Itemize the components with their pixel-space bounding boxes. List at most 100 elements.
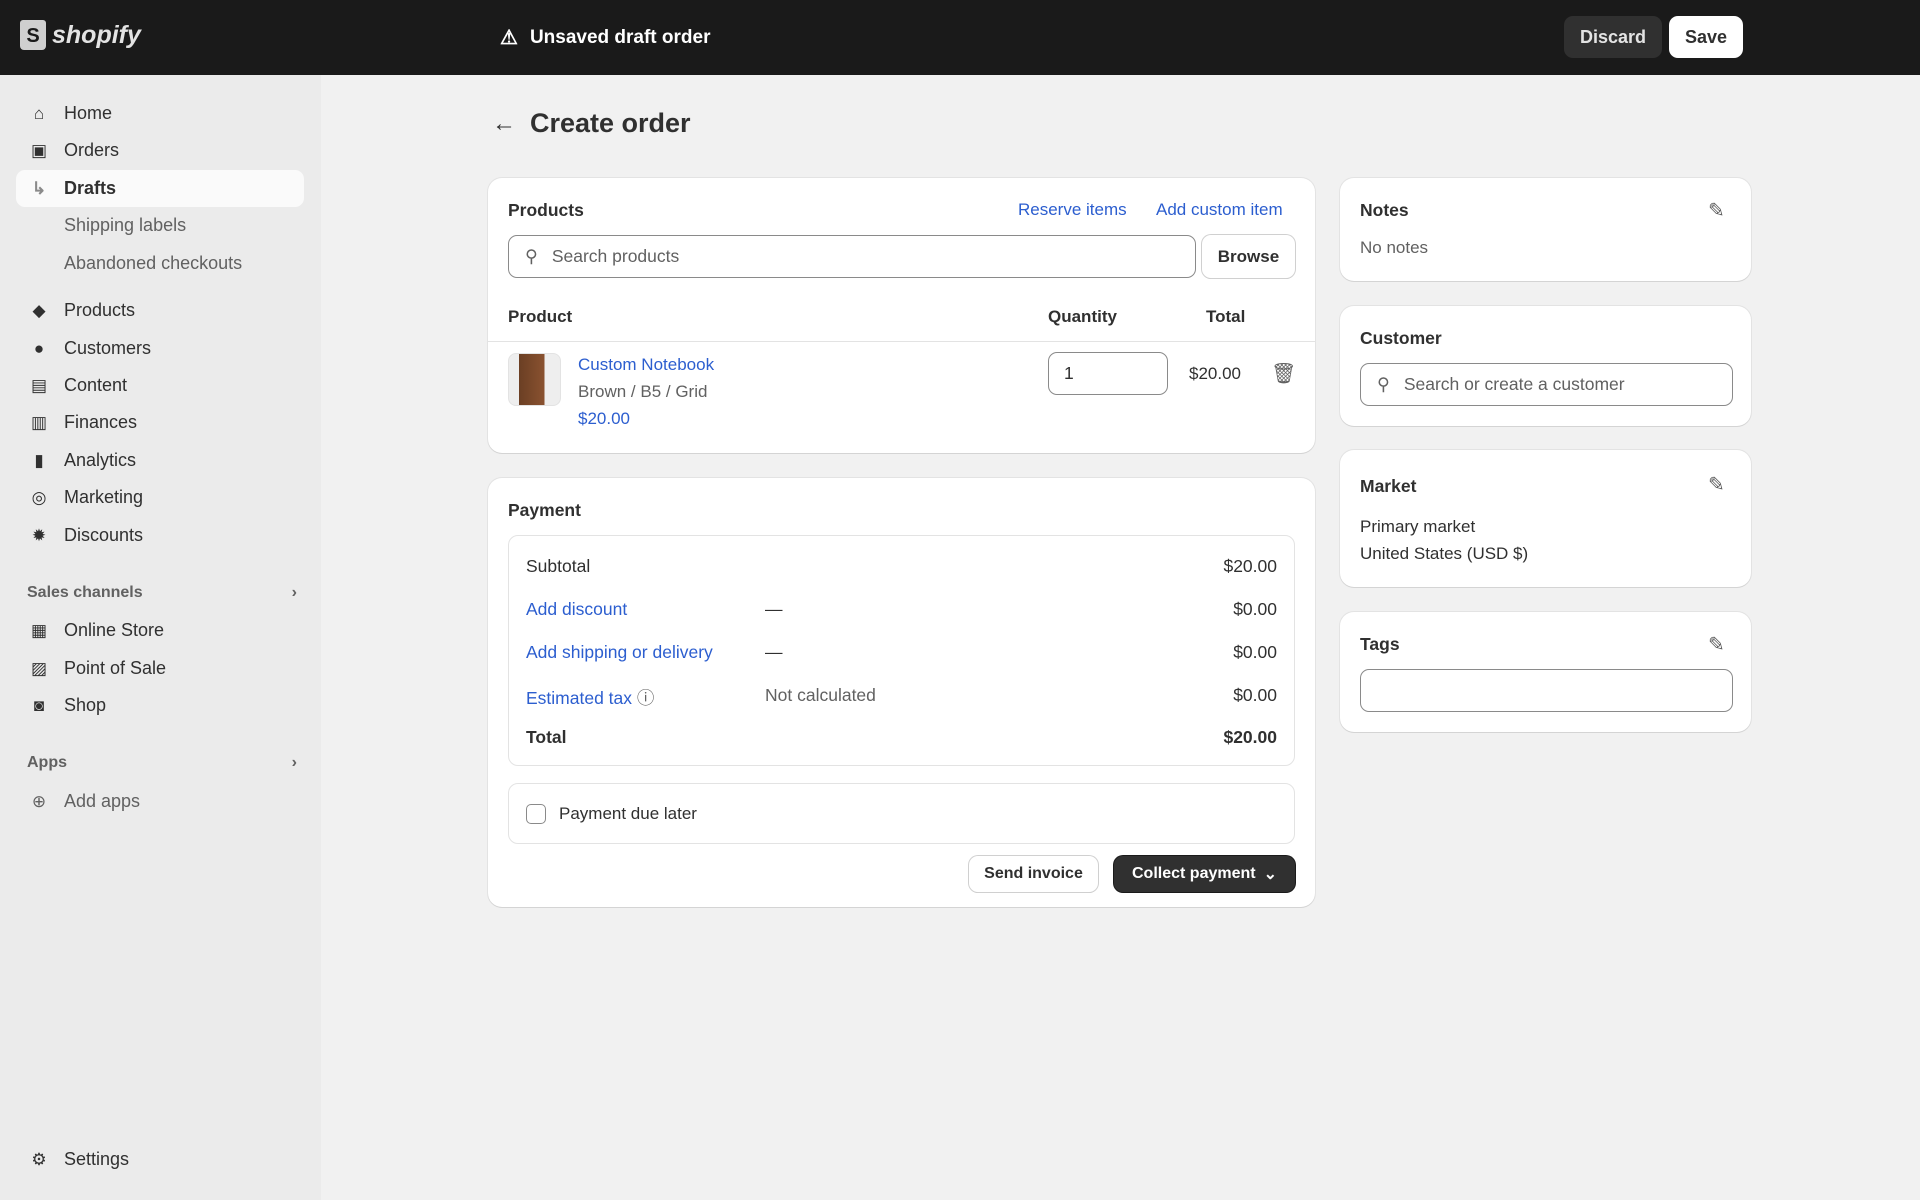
- market-card: Market ✎ Primary market United States (U…: [1340, 450, 1751, 587]
- label: Abandoned checkouts: [64, 253, 243, 273]
- sidebar-item-home[interactable]: ⌂ Home: [16, 95, 304, 132]
- payment-card: Payment Subtotal $20.00 Add discount — $0.0…: [488, 478, 1315, 907]
- trash-icon[interactable]: 🗑: [1271, 363, 1297, 385]
- edit-notes-pencil-icon[interactable]: ✎: [1708, 200, 1725, 222]
- product-name-link[interactable]: Custom Notebook: [578, 355, 715, 374]
- sidebar-item-products[interactable]: ◆ Products: [16, 292, 304, 329]
- person-icon: ●: [33, 338, 45, 358]
- chevron-right-icon: ›: [291, 754, 297, 771]
- collect-payment-button[interactable]: Collect payment ⌄: [1114, 856, 1295, 892]
- sidebar-item-online-store[interactable]: ▦ Online Store: [16, 612, 304, 649]
- label: Marketing: [64, 487, 144, 507]
- customer-card: Customer ⚲ Search or create a customer: [1340, 306, 1751, 426]
- label: Payment due later: [559, 803, 697, 823]
- sidebar-item-analytics[interactable]: ▮ Analytics: [16, 442, 304, 479]
- column-header-total: Total: [1206, 307, 1246, 326]
- sidebar-item-orders[interactable]: ▣ Orders: [16, 132, 304, 169]
- product-thumbnail: [508, 353, 561, 406]
- tag-icon: ◆: [32, 300, 46, 320]
- sidebar-item-abandoned-checkouts[interactable]: Abandoned checkouts: [16, 245, 304, 282]
- label: Customers: [64, 338, 152, 358]
- status-text: Unsaved draft order: [529, 26, 711, 48]
- unsaved-status: ⚠ Unsaved draft order: [500, 25, 710, 50]
- pos-icon: ▨: [30, 658, 48, 678]
- sidebar: ⌂ Home ▣ Orders ↳ Drafts Shipping labels Ab…: [0, 75, 321, 1200]
- chevron-down-icon: ⌄: [1263, 866, 1277, 883]
- placeholder: Search products: [551, 246, 680, 266]
- tags-input[interactable]: [1360, 669, 1733, 712]
- sidebar-item-discounts[interactable]: ✹ Discounts: [16, 517, 304, 554]
- sidebar-item-drafts[interactable]: ↳ Drafts: [16, 170, 304, 207]
- shipping-row: Add shipping or delivery — $0.00: [526, 642, 1277, 663]
- label: Shop: [64, 695, 107, 715]
- discard-button[interactable]: Discard: [1564, 16, 1663, 58]
- payment-due-later-checkbox[interactable]: [526, 803, 546, 824]
- reserve-items-link[interactable]: Reserve items: [1018, 200, 1127, 219]
- warning-icon: ⚠: [500, 27, 518, 49]
- label: Online Store: [64, 620, 165, 640]
- detail: Not calculated: [765, 685, 876, 705]
- detail: —: [765, 642, 783, 662]
- search-products-input[interactable]: ⚲ Search products: [508, 235, 1196, 278]
- sales-channels-header[interactable]: Sales channels ›: [27, 584, 297, 602]
- sidebar-item-marketing[interactable]: ◎ Marketing: [16, 479, 304, 516]
- sidebar-item-content[interactable]: ▤ Content: [16, 367, 304, 404]
- label: Content: [64, 375, 128, 395]
- quantity-input[interactable]: 1: [1048, 352, 1168, 395]
- chevron-right-icon: ›: [291, 584, 297, 601]
- brand-name: shopify: [52, 20, 141, 49]
- sidebar-item-finances[interactable]: ▥ Finances: [16, 404, 304, 441]
- label: Drafts: [64, 178, 117, 198]
- save-button[interactable]: Save: [1669, 16, 1744, 58]
- target-icon: ◎: [31, 487, 47, 507]
- store-icon: ▦: [30, 620, 48, 640]
- label: Apps: [27, 754, 67, 771]
- label: Sales channels: [27, 584, 143, 601]
- back-arrow-icon[interactable]: ←: [492, 109, 516, 137]
- product-price[interactable]: $20.00: [578, 409, 630, 428]
- notes-card: Notes ✎ No notes: [1340, 178, 1751, 281]
- page-title: Create order: [530, 108, 691, 138]
- label: Discounts: [64, 525, 144, 545]
- info-icon[interactable]: ⓘ: [636, 688, 655, 708]
- apps-header[interactable]: Apps ›: [27, 754, 297, 772]
- sidebar-item-customers[interactable]: ● Customers: [16, 330, 304, 367]
- sidebar-item-add-apps[interactable]: ⊕ Add apps: [16, 783, 304, 820]
- add-discount-link[interactable]: Add discount: [526, 599, 628, 619]
- search-icon: ⚲: [1377, 374, 1390, 394]
- card-title: Products: [508, 200, 584, 220]
- payment-due-later-row[interactable]: Payment due later: [508, 783, 1295, 844]
- browse-button[interactable]: Browse: [1202, 235, 1295, 278]
- value: $20.00: [1223, 556, 1277, 576]
- send-invoice-button[interactable]: Send invoice: [969, 856, 1098, 892]
- product-variant: Brown / B5 / Grid: [578, 382, 708, 401]
- estimated-tax-link[interactable]: Estimated tax: [526, 688, 633, 708]
- line-total: $20.00: [1189, 364, 1241, 383]
- bar-chart-icon: ▮: [34, 450, 44, 470]
- add-shipping-link[interactable]: Add shipping or delivery: [526, 642, 713, 662]
- discount-row: Add discount — $0.00: [526, 599, 1277, 620]
- sidebar-item-shop[interactable]: ◙ Shop: [16, 687, 304, 724]
- card-title: Market: [1360, 476, 1417, 496]
- search-icon: ⚲: [525, 246, 538, 266]
- value: $0.00: [1233, 599, 1277, 619]
- sidebar-item-shipping-labels[interactable]: Shipping labels: [16, 207, 304, 244]
- customer-search-input[interactable]: ⚲ Search or create a customer: [1360, 363, 1733, 406]
- card-title: Customer: [1360, 328, 1442, 348]
- sidebar-item-settings[interactable]: ⚙ Settings: [16, 1141, 304, 1178]
- market-detail: United States (USD $): [1360, 544, 1529, 563]
- notes-text: No notes: [1360, 238, 1429, 257]
- label: Subtotal: [526, 556, 591, 576]
- sub-arrow-icon: ↳: [31, 178, 47, 198]
- column-header-product: Product: [508, 307, 573, 326]
- label: Finances: [64, 412, 138, 432]
- value: $20.00: [1223, 727, 1277, 747]
- sidebar-item-point-of-sale[interactable]: ▨ Point of Sale: [16, 650, 304, 687]
- edit-tags-pencil-icon[interactable]: ✎: [1708, 634, 1725, 656]
- value: $0.00: [1233, 685, 1277, 705]
- tags-card: Tags ✎: [1340, 612, 1751, 732]
- add-custom-item-link[interactable]: Add custom item: [1156, 200, 1283, 219]
- shopify-bag-icon: S: [20, 20, 46, 50]
- edit-market-pencil-icon[interactable]: ✎: [1708, 474, 1725, 496]
